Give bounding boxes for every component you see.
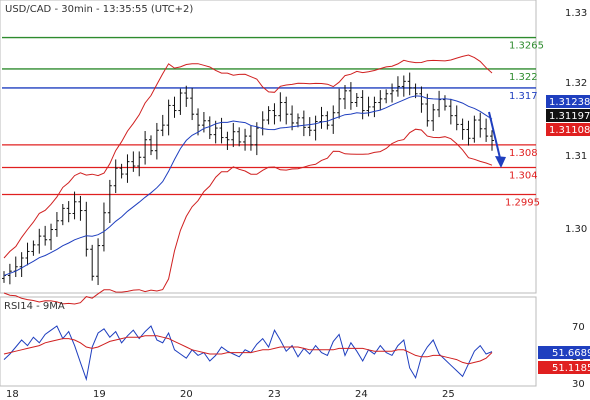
price-candles bbox=[2, 72, 494, 286]
forecast-arrow-icon bbox=[488, 111, 506, 168]
rsi-panel bbox=[0, 296, 537, 387]
price-tag-label: 1.31238 bbox=[549, 97, 590, 108]
rsi-panel-title: RSI14 - 9MA bbox=[4, 301, 65, 312]
price-tick-label: 1.30 bbox=[565, 224, 587, 235]
rsi-value-label: 51.6689 bbox=[552, 348, 590, 359]
level-label: 1.3265 bbox=[509, 41, 544, 52]
price-panel bbox=[0, 0, 537, 294]
level-label: 1.2995 bbox=[505, 198, 540, 209]
time-tick-label: 23 bbox=[268, 389, 281, 400]
price-tick-label: 1.31 bbox=[565, 151, 587, 162]
price-tag-label: 1.31108 bbox=[549, 125, 590, 136]
price-axis: 1.33 1.32 1.31 1.30 bbox=[565, 8, 587, 235]
time-axis: 18 19 20 23 24 25 bbox=[6, 389, 455, 400]
rsi-value-tag bbox=[538, 346, 590, 359]
time-tick-label: 24 bbox=[355, 389, 368, 400]
price-tags: 1.31238 1.31197 1.31108 bbox=[546, 95, 590, 136]
support-resistance-levels: 1.3265 1.322 1.317 1.308 1.304 1.2995 bbox=[2, 36, 544, 209]
time-tick-label: 20 bbox=[180, 389, 193, 400]
rsi-value-label: 51.1185 bbox=[552, 363, 590, 374]
rsi-tick-label: 70 bbox=[572, 322, 585, 333]
chart-header: USD/CAD - 30min - 13:35:55 (UTC+2) bbox=[5, 4, 193, 15]
time-tick-label: 18 bbox=[6, 389, 19, 400]
rsi-ma-line bbox=[3, 335, 493, 365]
level-label: 1.317 bbox=[509, 91, 538, 102]
price-tick-label: 1.32 bbox=[565, 78, 587, 89]
price-tag bbox=[546, 95, 590, 108]
level-label: 1.304 bbox=[509, 170, 538, 181]
rsi-tick-label: 30 bbox=[572, 379, 585, 390]
moving-average-line bbox=[3, 95, 493, 276]
bollinger-lower-band bbox=[3, 128, 493, 305]
time-tick-label: 19 bbox=[93, 389, 106, 400]
price-tag-label: 1.31197 bbox=[549, 111, 590, 122]
rsi-value-tags: 51.6689 51.1185 bbox=[538, 346, 590, 374]
price-tick-label: 1.33 bbox=[565, 8, 587, 19]
time-tick-label: 25 bbox=[442, 389, 455, 400]
rsi-line bbox=[3, 325, 493, 382]
price-tag bbox=[546, 109, 590, 122]
price-tag bbox=[546, 123, 590, 136]
level-label: 1.308 bbox=[509, 148, 538, 159]
bollinger-upper-band bbox=[3, 54, 493, 259]
bollinger-bands bbox=[3, 54, 493, 305]
level-label: 1.322 bbox=[509, 72, 538, 83]
rsi-value-tag bbox=[538, 361, 590, 374]
